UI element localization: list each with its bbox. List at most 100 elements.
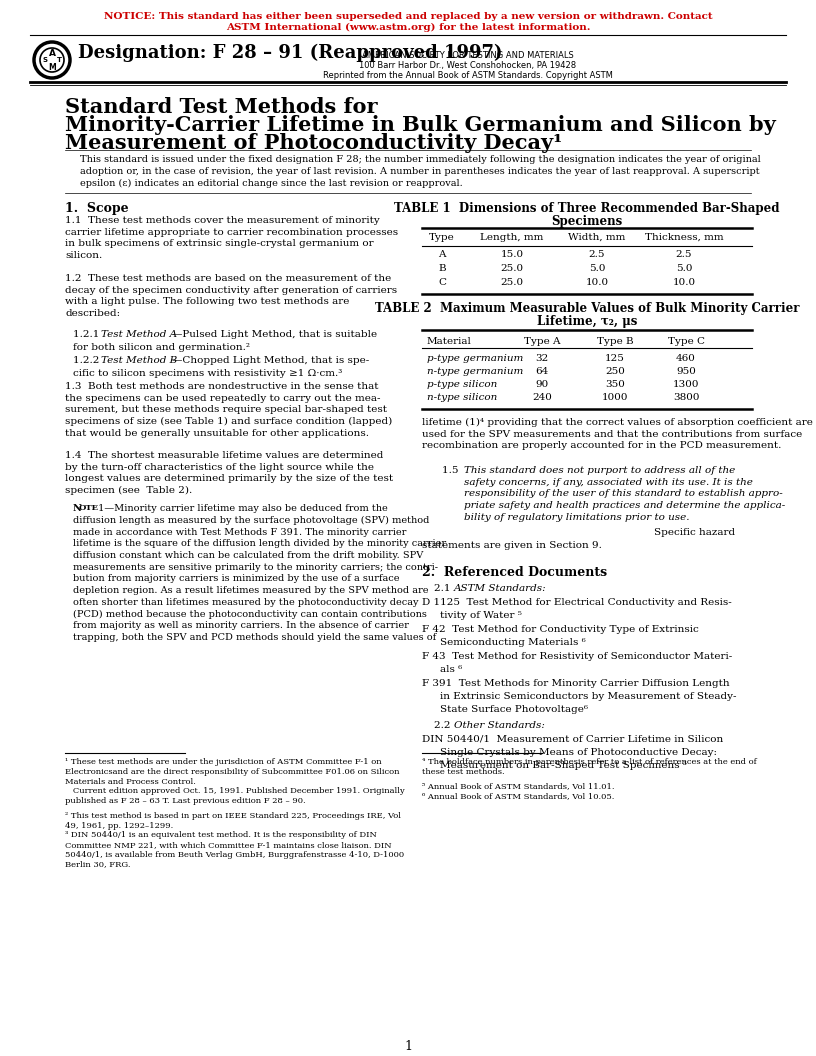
Text: 2.5: 2.5 — [676, 250, 692, 259]
Text: —Chopped Light Method, that is spe-: —Chopped Light Method, that is spe- — [172, 356, 370, 365]
Text: Other Standards:: Other Standards: — [454, 721, 545, 730]
Text: 250: 250 — [605, 367, 625, 376]
Text: als ⁶: als ⁶ — [440, 665, 462, 674]
Text: ⁵ Annual Book of ASTM Standards, Vol 11.01.: ⁵ Annual Book of ASTM Standards, Vol 11.… — [422, 782, 614, 790]
Text: 2.2: 2.2 — [434, 721, 457, 730]
Text: diffusion length as measured by the surface photovoltage (SPV) method
made in ac: diffusion length as measured by the surf… — [73, 516, 446, 642]
Text: Measurement of Photoconductivity Decay¹: Measurement of Photoconductivity Decay¹ — [65, 133, 562, 153]
Text: TABLE 2  Maximum Measurable Values of Bulk Minority Carrier: TABLE 2 Maximum Measurable Values of Bul… — [375, 302, 799, 315]
Text: This standard is issued under the fixed designation F 28; the number immediately: This standard is issued under the fixed … — [80, 155, 761, 188]
Text: n-type silicon: n-type silicon — [427, 393, 497, 402]
Text: tivity of Water ⁵: tivity of Water ⁵ — [440, 611, 522, 620]
Text: 1.3  Both test methods are nondestructive in the sense that
the specimens can be: 1.3 Both test methods are nondestructive… — [65, 382, 392, 438]
Text: ⁴ The boldface numbers in parenthesis refer to a list of references at the end o: ⁴ The boldface numbers in parenthesis re… — [422, 758, 756, 776]
Text: 90: 90 — [535, 380, 548, 389]
Text: Type A: Type A — [524, 337, 561, 346]
Text: A: A — [48, 49, 55, 57]
Text: DIN 50440/1  Measurement of Carrier Lifetime in Silicon: DIN 50440/1 Measurement of Carrier Lifet… — [422, 735, 723, 744]
Text: cific to silicon specimens with resistivity ≥1 Ω·cm.³: cific to silicon specimens with resistiv… — [73, 369, 342, 378]
Text: 1.2.1: 1.2.1 — [73, 329, 106, 339]
Text: 1.1  These test methods cover the measurement of minority
carrier lifetime appro: 1.1 These test methods cover the measure… — [65, 216, 398, 260]
Text: Length, mm: Length, mm — [481, 233, 543, 242]
Text: Type B: Type B — [596, 337, 633, 346]
Text: Specimens: Specimens — [552, 215, 623, 228]
Text: D 1125  Test Method for Electrical Conductivity and Resis-: D 1125 Test Method for Electrical Conduc… — [422, 598, 732, 607]
Text: n-type germanium: n-type germanium — [427, 367, 523, 376]
Text: 1.2  These test methods are based on the measurement of the
decay of the specime: 1.2 These test methods are based on the … — [65, 274, 397, 318]
Text: B: B — [438, 264, 446, 274]
Text: Minority-Carrier Lifetime in Bulk Germanium and Silicon by: Minority-Carrier Lifetime in Bulk German… — [65, 115, 776, 135]
Text: Standard Test Methods for: Standard Test Methods for — [65, 97, 378, 117]
Text: 460: 460 — [676, 354, 696, 363]
Text: Width, mm: Width, mm — [568, 233, 626, 242]
Text: ¹ These test methods are under the jurisdiction of ASTM Committee F-1 on
Electro: ¹ These test methods are under the juris… — [65, 758, 405, 805]
Text: 1.  Scope: 1. Scope — [65, 202, 129, 215]
Text: 3800: 3800 — [672, 393, 699, 402]
Text: ASTM Standards:: ASTM Standards: — [454, 584, 547, 593]
Text: 1—Minority carrier lifetime may also be deduced from the: 1—Minority carrier lifetime may also be … — [95, 504, 388, 513]
Text: 64: 64 — [535, 367, 548, 376]
Text: Lifetime, τ₂, μs: Lifetime, τ₂, μs — [537, 315, 637, 328]
Text: Specific hazard: Specific hazard — [654, 528, 735, 538]
Text: OTE: OTE — [79, 504, 99, 512]
Text: Designation: F 28 – 91 (Reapproved 1997): Designation: F 28 – 91 (Reapproved 1997) — [78, 44, 503, 62]
Text: Reprinted from the Annual Book of ASTM Standards. Copyright ASTM: Reprinted from the Annual Book of ASTM S… — [323, 71, 613, 80]
Text: Type: Type — [429, 233, 455, 242]
Text: C: C — [438, 278, 446, 287]
Text: 10.0: 10.0 — [585, 278, 609, 287]
Text: Type C: Type C — [667, 337, 704, 346]
Text: Test Method B: Test Method B — [101, 356, 177, 365]
Text: ASTM International (www.astm.org) for the latest information.: ASTM International (www.astm.org) for th… — [226, 23, 590, 32]
Text: in Extrinsic Semiconductors by Measurement of Steady-: in Extrinsic Semiconductors by Measureme… — [440, 692, 737, 701]
Text: 1.2.2: 1.2.2 — [73, 356, 106, 365]
Text: Material: Material — [427, 337, 472, 346]
Text: 350: 350 — [605, 380, 625, 389]
Text: Single Crystals by Means of Photoconductive Decay:: Single Crystals by Means of Photoconduct… — [440, 748, 717, 757]
Text: F 42  Test Method for Conductivity Type of Extrinsic: F 42 Test Method for Conductivity Type o… — [422, 625, 698, 634]
Text: lifetime ⁠(1)⁴ providing that the correct values of absorption coefficient are
u: lifetime ⁠(1)⁴ providing that the correc… — [422, 418, 813, 451]
Text: NOTICE: This standard has either been superseded and replaced by a new version o: NOTICE: This standard has either been su… — [104, 12, 712, 21]
Text: AMERICAN SOCIETY FOR TESTING AND MATERIALS: AMERICAN SOCIETY FOR TESTING AND MATERIA… — [362, 51, 574, 60]
Text: p-type silicon: p-type silicon — [427, 380, 497, 389]
Text: statements are given in Section 9.: statements are given in Section 9. — [422, 541, 602, 550]
Text: 1300: 1300 — [672, 380, 699, 389]
Text: 1.4  The shortest measurable lifetime values are determined
by the turn-off char: 1.4 The shortest measurable lifetime val… — [65, 451, 393, 495]
Text: M: M — [48, 62, 55, 72]
Text: ⁶ Annual Book of ASTM Standards, Vol 10.05.: ⁶ Annual Book of ASTM Standards, Vol 10.… — [422, 792, 614, 800]
Text: F 43  Test Method for Resistivity of Semiconductor Materi-: F 43 Test Method for Resistivity of Semi… — [422, 652, 732, 661]
Text: 25.0: 25.0 — [500, 278, 524, 287]
Text: for both silicon and germination.²: for both silicon and germination.² — [73, 343, 250, 352]
Text: S: S — [42, 57, 47, 63]
Text: 2.1: 2.1 — [434, 584, 457, 593]
Text: This standard does not purport to address all of the
safety concerns, if any, as: This standard does not purport to addres… — [464, 466, 785, 522]
Text: ³ DIN 50440/1 is an equivalent test method. It is the responsibility of DIN
Comm: ³ DIN 50440/1 is an equivalent test meth… — [65, 831, 404, 868]
Text: 100 Barr Harbor Dr., West Conshohocken, PA 19428: 100 Barr Harbor Dr., West Conshohocken, … — [359, 61, 577, 70]
Text: TABLE 1  Dimensions of Three Recommended Bar-Shaped: TABLE 1 Dimensions of Three Recommended … — [394, 202, 780, 215]
Text: 1.5: 1.5 — [442, 466, 465, 475]
Text: 15.0: 15.0 — [500, 250, 524, 259]
Text: 10.0: 10.0 — [672, 278, 695, 287]
Text: 950: 950 — [676, 367, 696, 376]
Text: 1: 1 — [404, 1040, 412, 1053]
Text: Thickness, mm: Thickness, mm — [645, 233, 723, 242]
Text: 2.  Referenced Documents: 2. Referenced Documents — [422, 566, 607, 579]
Text: 5.0: 5.0 — [589, 264, 605, 274]
Text: 125: 125 — [605, 354, 625, 363]
Text: Test Method A: Test Method A — [101, 329, 177, 339]
Text: Measurement on Bar-Shaped Test Specimens ³: Measurement on Bar-Shaped Test Specimens… — [440, 761, 687, 770]
Text: T: T — [56, 57, 61, 63]
Text: 240: 240 — [532, 393, 552, 402]
Text: N: N — [73, 504, 82, 513]
Text: 2.5: 2.5 — [589, 250, 605, 259]
Text: —Pulsed Light Method, that is suitable: —Pulsed Light Method, that is suitable — [172, 329, 377, 339]
Text: F 391  Test Methods for Minority Carrier Diffusion Length: F 391 Test Methods for Minority Carrier … — [422, 679, 730, 689]
Text: A: A — [438, 250, 446, 259]
Text: 5.0: 5.0 — [676, 264, 692, 274]
Text: ² This test method is based in part on IEEE Standard 225, Proceedings IRE, Vol
4: ² This test method is based in part on I… — [65, 812, 401, 830]
Text: 25.0: 25.0 — [500, 264, 524, 274]
Text: 1000: 1000 — [601, 393, 628, 402]
Text: Semiconducting Materials ⁶: Semiconducting Materials ⁶ — [440, 638, 586, 647]
Text: State Surface Photovoltage⁶: State Surface Photovoltage⁶ — [440, 705, 588, 714]
Text: p-type germanium: p-type germanium — [427, 354, 523, 363]
Text: 32: 32 — [535, 354, 548, 363]
